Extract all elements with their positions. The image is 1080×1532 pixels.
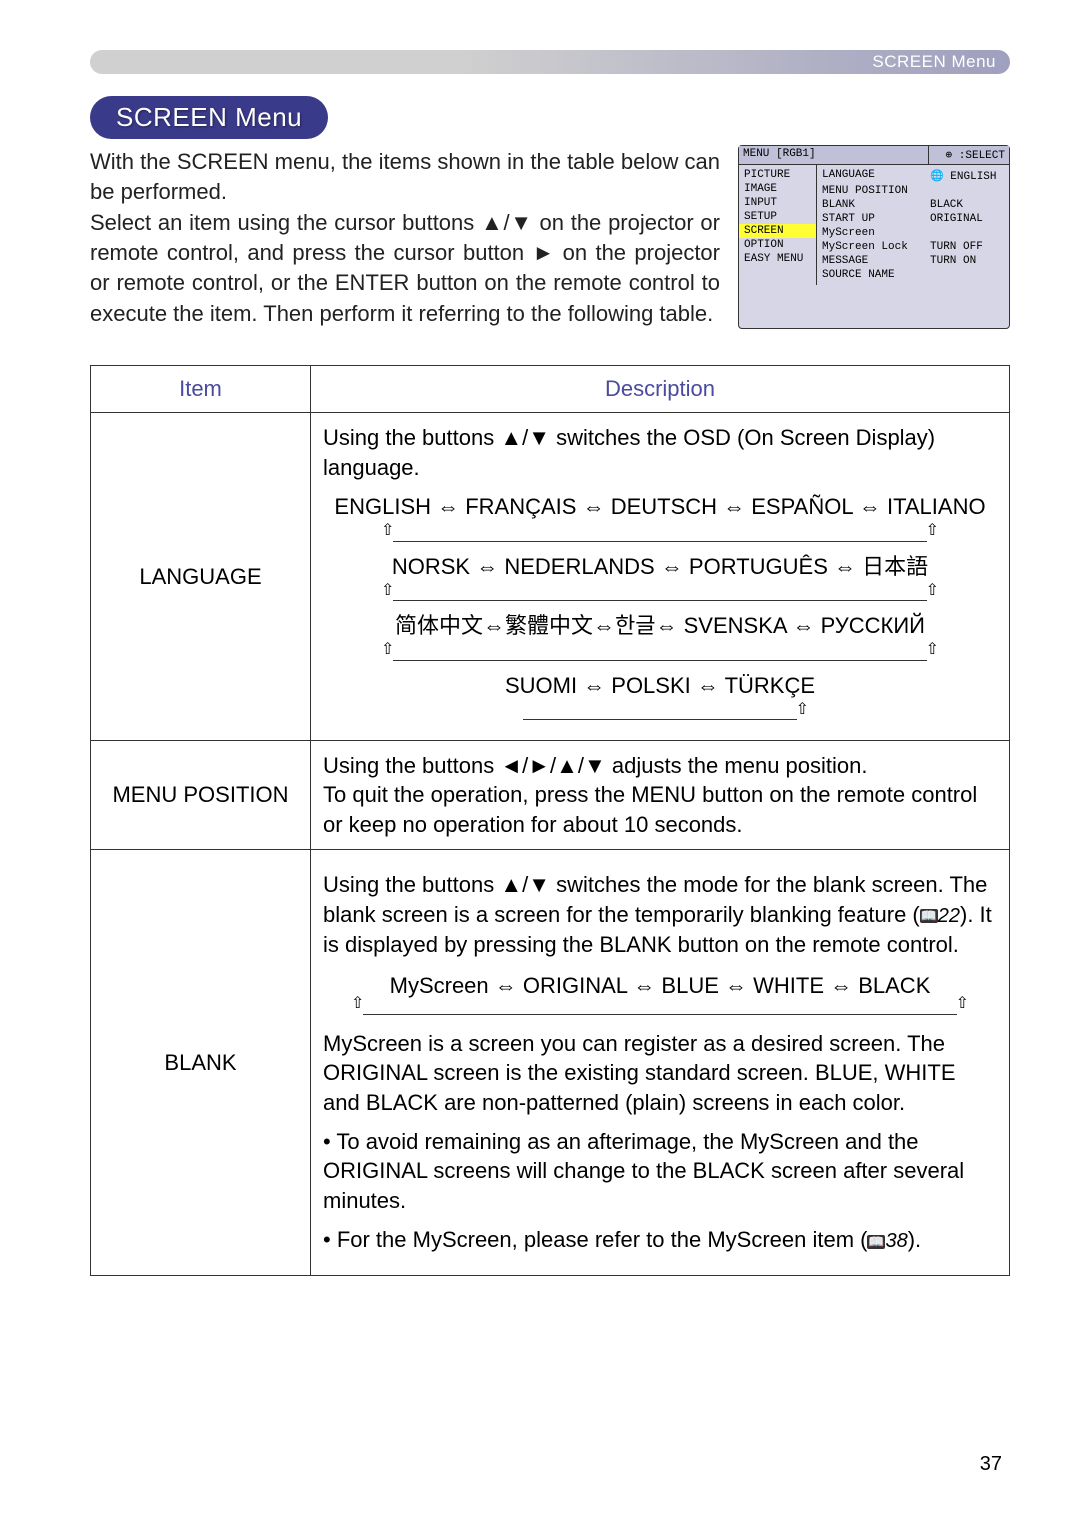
row-language-item: LANGUAGE [91, 413, 311, 741]
osd-screenshot: MENU [RGB1] ⊕ :SELECT PICTUREIMAGEINPUTS… [738, 145, 1010, 329]
osd-menu-label: MENU [RGB1] [739, 146, 929, 164]
osd-right-row: MENU POSITION [817, 184, 1009, 198]
lang-cycle-2: 简体中文⇔繁體中文⇔한글⇔ SVENSKA ⇔ РУССКИЙ [323, 611, 997, 640]
osd-select-label: ⊕ :SELECT [929, 146, 1009, 164]
osd-left-item: IMAGE [739, 182, 816, 196]
intro-p2: Select an item using the cursor buttons … [90, 210, 720, 326]
osd-left-item: SCREEN [739, 224, 816, 238]
osd-right-row: BLANKBLACK [817, 198, 1009, 212]
osd-left-item: PICTURE [739, 168, 816, 182]
section-header-bar: SCREEN Menu [90, 50, 1010, 74]
osd-right-column: LANGUAGE🌐 ENGLISHMENU POSITIONBLANKBLACK… [817, 165, 1009, 285]
osd-right-row: SOURCE NAME [817, 268, 1009, 282]
lang-cycle-0: ENGLISH ⇔ FRANÇAIS ⇔ DEUTSCH ⇔ ESPAÑOL ⇔… [323, 492, 997, 521]
description-table: Item Description LANGUAGE Using the butt… [90, 365, 1010, 1276]
osd-right-row: MyScreen LockTURN OFF [817, 240, 1009, 254]
osd-right-row: START UPORIGINAL [817, 212, 1009, 226]
osd-left-item: SETUP [739, 210, 816, 224]
row-language-desc: Using the buttons ▲/▼ switches the OSD (… [311, 413, 1010, 741]
book-icon: 📖 [920, 909, 938, 923]
blank-p2: MyScreen is a screen you can register as… [323, 1029, 997, 1117]
row-blank-desc: Using the buttons ▲/▼ switches the mode … [311, 850, 1010, 1276]
osd-left-column: PICTUREIMAGEINPUTSETUPSCREENOPTIONEASY M… [739, 165, 817, 285]
page-title-pill: SCREEN Menu [90, 96, 328, 139]
lang-cycle-3: SUOMI ⇔ POLSKI ⇔ TÜRKÇE [323, 671, 997, 700]
lang-cycle-1: NORSK ⇔ NEDERLANDS ⇔ PORTUGUÊS ⇔ 日本語 [323, 552, 997, 581]
intro-text: With the SCREEN menu, the items shown in… [90, 147, 720, 329]
row-blank-item: BLANK [91, 850, 311, 1276]
th-item: Item [91, 366, 311, 413]
intro-p1: With the SCREEN menu, the items shown in… [90, 149, 720, 204]
blank-p3: • To avoid remaining as an afterimage, t… [323, 1127, 997, 1215]
row-menupos-desc: Using the buttons ◄/►/▲/▼ adjusts the me… [311, 740, 1010, 849]
blank-cycle-line: MyScreen ⇔ ORIGINAL ⇔ BLUE ⇔ WHITE ⇔ BLA… [323, 971, 997, 1000]
page-number: 37 [980, 1453, 1002, 1476]
book-icon: 📖 [867, 1235, 885, 1249]
section-header-label: SCREEN Menu [872, 52, 996, 72]
osd-right-row: MyScreen [817, 226, 1009, 240]
osd-right-row: MESSAGETURN ON [817, 254, 1009, 268]
osd-left-item: INPUT [739, 196, 816, 210]
osd-left-item: EASY MENU [739, 252, 816, 266]
osd-right-row: LANGUAGE🌐 ENGLISH [817, 168, 1009, 184]
osd-left-item: OPTION [739, 238, 816, 252]
row-menupos-item: MENU POSITION [91, 740, 311, 849]
th-desc: Description [311, 366, 1010, 413]
